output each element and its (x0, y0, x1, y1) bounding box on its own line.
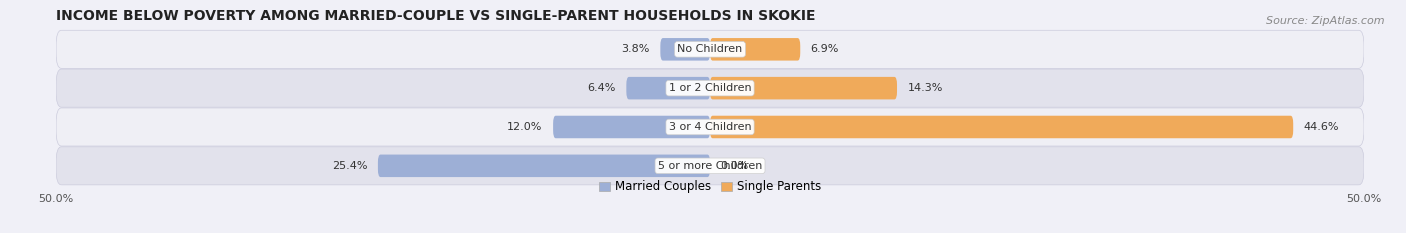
Text: Source: ZipAtlas.com: Source: ZipAtlas.com (1267, 16, 1385, 26)
FancyBboxPatch shape (378, 154, 710, 177)
Text: 12.0%: 12.0% (508, 122, 543, 132)
Text: INCOME BELOW POVERTY AMONG MARRIED-COUPLE VS SINGLE-PARENT HOUSEHOLDS IN SKOKIE: INCOME BELOW POVERTY AMONG MARRIED-COUPL… (56, 9, 815, 23)
Text: 6.4%: 6.4% (588, 83, 616, 93)
Legend: Married Couples, Single Parents: Married Couples, Single Parents (593, 176, 827, 198)
FancyBboxPatch shape (56, 69, 1364, 107)
FancyBboxPatch shape (710, 38, 800, 61)
Text: 25.4%: 25.4% (332, 161, 367, 171)
Text: 3.8%: 3.8% (621, 44, 650, 54)
FancyBboxPatch shape (56, 30, 1364, 68)
Text: No Children: No Children (678, 44, 742, 54)
FancyBboxPatch shape (56, 147, 1364, 185)
FancyBboxPatch shape (710, 77, 897, 99)
Text: 0.0%: 0.0% (720, 161, 749, 171)
Text: 44.6%: 44.6% (1303, 122, 1339, 132)
FancyBboxPatch shape (710, 116, 1294, 138)
Text: 6.9%: 6.9% (811, 44, 839, 54)
Text: 1 or 2 Children: 1 or 2 Children (669, 83, 751, 93)
Text: 3 or 4 Children: 3 or 4 Children (669, 122, 751, 132)
FancyBboxPatch shape (661, 38, 710, 61)
FancyBboxPatch shape (56, 108, 1364, 146)
Text: 5 or more Children: 5 or more Children (658, 161, 762, 171)
FancyBboxPatch shape (626, 77, 710, 99)
Text: 14.3%: 14.3% (907, 83, 943, 93)
FancyBboxPatch shape (553, 116, 710, 138)
